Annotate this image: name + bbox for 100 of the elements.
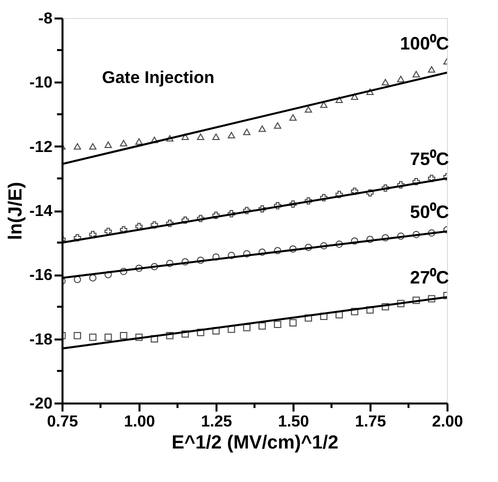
point (196, 214, 204, 222)
point (89, 334, 96, 341)
point (397, 300, 404, 308)
point (428, 295, 436, 302)
point (397, 181, 404, 188)
point (166, 260, 174, 268)
point (212, 327, 220, 334)
point (274, 246, 282, 254)
point (166, 332, 174, 340)
point (120, 332, 128, 340)
point (382, 303, 390, 310)
y-tick-label: -14 (29, 203, 53, 220)
point (243, 250, 250, 258)
x-tick-label: 1.50 (278, 414, 310, 430)
point (412, 230, 420, 238)
point (366, 306, 374, 314)
series-label: 50⁰C (410, 202, 449, 222)
point (428, 229, 436, 237)
point (212, 253, 220, 261)
point (274, 202, 282, 210)
point (336, 96, 343, 104)
point (289, 245, 297, 253)
point (304, 244, 312, 252)
point (150, 335, 158, 342)
point (366, 236, 374, 244)
point (104, 334, 112, 341)
point (228, 210, 236, 218)
point (196, 133, 204, 140)
point (397, 76, 404, 82)
point (320, 194, 328, 202)
point (258, 205, 266, 213)
point (366, 189, 374, 197)
point (135, 138, 143, 145)
point (243, 206, 250, 214)
point (120, 226, 128, 234)
point (196, 256, 204, 264)
point (320, 242, 328, 250)
point (289, 200, 297, 208)
point (350, 93, 358, 100)
point (150, 221, 158, 229)
point (74, 276, 82, 284)
point (350, 308, 358, 316)
point (336, 240, 343, 248)
point (135, 222, 143, 230)
y-axis-title: ln(J/E) (5, 182, 26, 240)
point (150, 262, 158, 270)
point (336, 190, 343, 198)
point (166, 220, 174, 227)
y-tick-label: -20 (29, 396, 53, 412)
point (274, 122, 282, 129)
point (382, 184, 390, 192)
annotation: Gate Injection (102, 68, 214, 87)
point (166, 135, 174, 142)
point (412, 296, 420, 304)
x-tick-label: 1.75 (354, 414, 386, 430)
point (274, 320, 282, 328)
point (74, 143, 82, 150)
point (397, 232, 404, 240)
point (258, 248, 266, 256)
point (135, 334, 143, 341)
point (74, 332, 82, 340)
point (212, 212, 220, 219)
y-tick-label: -10 (29, 74, 53, 92)
point (228, 326, 236, 333)
point (304, 106, 312, 113)
point (289, 114, 297, 121)
point (120, 140, 128, 146)
point (350, 237, 358, 245)
point (304, 314, 312, 322)
point (89, 274, 96, 282)
x-tick-label: 1.25 (200, 414, 232, 430)
point (182, 330, 189, 338)
series-label: 75⁰C (410, 148, 449, 169)
point (366, 88, 374, 96)
point (196, 328, 204, 336)
series-label: 27⁰C (410, 268, 449, 288)
point (74, 234, 82, 242)
point (412, 70, 420, 78)
point (382, 234, 390, 242)
point (182, 216, 189, 224)
point (428, 66, 436, 73)
y-tick-label: -8 (38, 10, 53, 28)
point (182, 133, 189, 140)
point (89, 230, 96, 238)
y-tick-label: -18 (29, 331, 53, 348)
point (412, 178, 420, 186)
point (135, 264, 143, 272)
point (89, 143, 96, 150)
point (289, 319, 297, 326)
point (243, 324, 250, 332)
point (182, 258, 189, 266)
point (120, 268, 128, 276)
x-axis-title: E^1/2 (MV/cm)^1/2 (172, 432, 338, 454)
point (228, 132, 236, 138)
x-tick-label: 0.75 (46, 414, 78, 430)
point (428, 174, 436, 182)
y-tick-label: -12 (29, 138, 53, 156)
point (258, 125, 266, 132)
y-tick-label: -16 (29, 267, 53, 284)
point (350, 188, 358, 195)
